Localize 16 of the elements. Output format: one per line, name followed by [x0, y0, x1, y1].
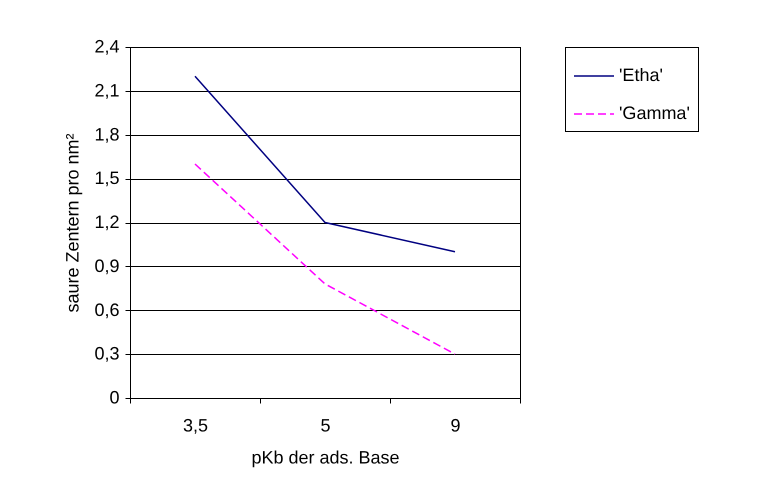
y-tick-label: 0,9: [94, 256, 120, 276]
x-tick-label: 9: [450, 416, 461, 436]
x-tick-label: 3,5: [182, 416, 208, 436]
y-tick-label: 0,6: [94, 300, 120, 320]
x-axis-title: pKb der ads. Base: [251, 448, 400, 468]
y-tick-label: 2,1: [94, 80, 120, 100]
y-tick-label: 1,8: [94, 124, 120, 144]
y-tick-label: 0,3: [94, 344, 120, 364]
legend-label: 'Gamma': [619, 103, 690, 123]
y-tick-label: 0: [109, 388, 120, 408]
y-axis-title: saure Zentern pro nm²: [62, 133, 82, 313]
legend-label: 'Etha': [619, 65, 663, 85]
y-tick-label: 1,2: [94, 212, 120, 232]
x-tick-label: 5: [320, 416, 331, 436]
y-tick-label: 2,4: [94, 36, 120, 56]
y-tick-label: 1,5: [94, 168, 120, 188]
